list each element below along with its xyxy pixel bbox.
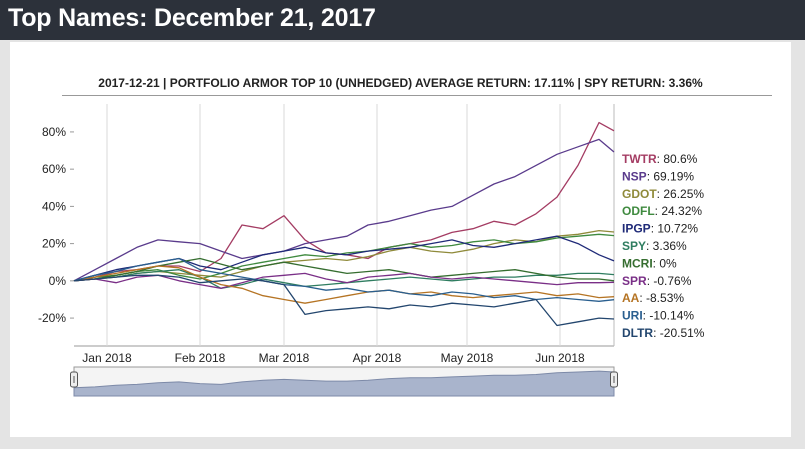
legend-item-aa: AA: -8.53%	[622, 291, 684, 305]
page-header: Top Names: December 21, 2017	[0, 0, 805, 40]
range-navigator[interactable]	[70, 366, 618, 397]
y-tick-label: -20%	[38, 311, 66, 325]
series-line-ipgp	[73, 235, 615, 282]
legend-item-ipgp: IPGP: 10.72%	[622, 222, 698, 236]
series-line-dltr	[73, 274, 615, 327]
series-lines	[73, 121, 615, 327]
title-divider	[62, 95, 772, 96]
y-tick-label: 40%	[42, 199, 66, 213]
chart-title: 2017-12-21 | PORTFOLIO ARMOR TOP 10 (UNH…	[98, 76, 703, 90]
x-tick-label: May 2018	[441, 351, 494, 365]
x-tick-label: Jun 2018	[535, 351, 585, 365]
legend-item-gdot: GDOT: 26.25%	[622, 187, 704, 201]
x-tick-label: Jan 2018	[82, 351, 132, 365]
y-tick-label: 80%	[42, 125, 66, 139]
legend-item-spy: SPY: 3.36%	[622, 239, 687, 253]
legend-item-spr: SPR: -0.76%	[622, 274, 692, 288]
legend: TWTR: 80.6% NSP: 69.19% GDOT: 26.25% ODFL: …	[622, 152, 705, 340]
chart-gridlines	[74, 104, 615, 347]
navigator-area	[73, 370, 615, 397]
legend-item-mcri: MCRI: 0%	[622, 256, 677, 270]
legend-item-dltr: DLTR: -20.51%	[622, 326, 705, 340]
series-line-uri	[73, 257, 615, 302]
series-line-twtr	[73, 121, 615, 282]
series-line-spr	[73, 272, 615, 289]
series-line-odfl	[73, 233, 615, 282]
x-tick-label: Feb 2018	[175, 351, 226, 365]
series-line-mcri	[73, 257, 615, 282]
y-tick-label: 60%	[42, 162, 66, 176]
series-line-nsp	[73, 138, 615, 282]
x-axis: Jan 2018 Feb 2018 Mar 2018 Apr 2018 May 2018…	[82, 351, 585, 365]
page-title: Top Names: December 21, 2017	[8, 4, 376, 32]
y-tick-label: 20%	[42, 237, 66, 251]
x-tick-label: Apr 2018	[353, 351, 402, 365]
chart-card: 2017-12-21 | PORTFOLIO ARMOR TOP 10 (UNH…	[10, 42, 791, 437]
series-line-aa	[73, 265, 615, 304]
legend-item-uri: URI: -10.14%	[622, 309, 694, 323]
x-tick-label: Mar 2018	[259, 351, 310, 365]
legend-item-twtr: TWTR: 80.6%	[622, 152, 698, 166]
legend-item-odfl: ODFL: 24.32%	[622, 204, 702, 218]
legend-item-nsp: NSP: 69.19%	[622, 169, 694, 183]
line-chart: -20% 0% 20% 40% 60% 80% Jan 2018 Feb 2018 Mar 2…	[38, 104, 705, 397]
y-axis: -20% 0% 20% 40% 60% 80%	[38, 125, 74, 325]
y-tick-label: 0%	[49, 274, 67, 288]
